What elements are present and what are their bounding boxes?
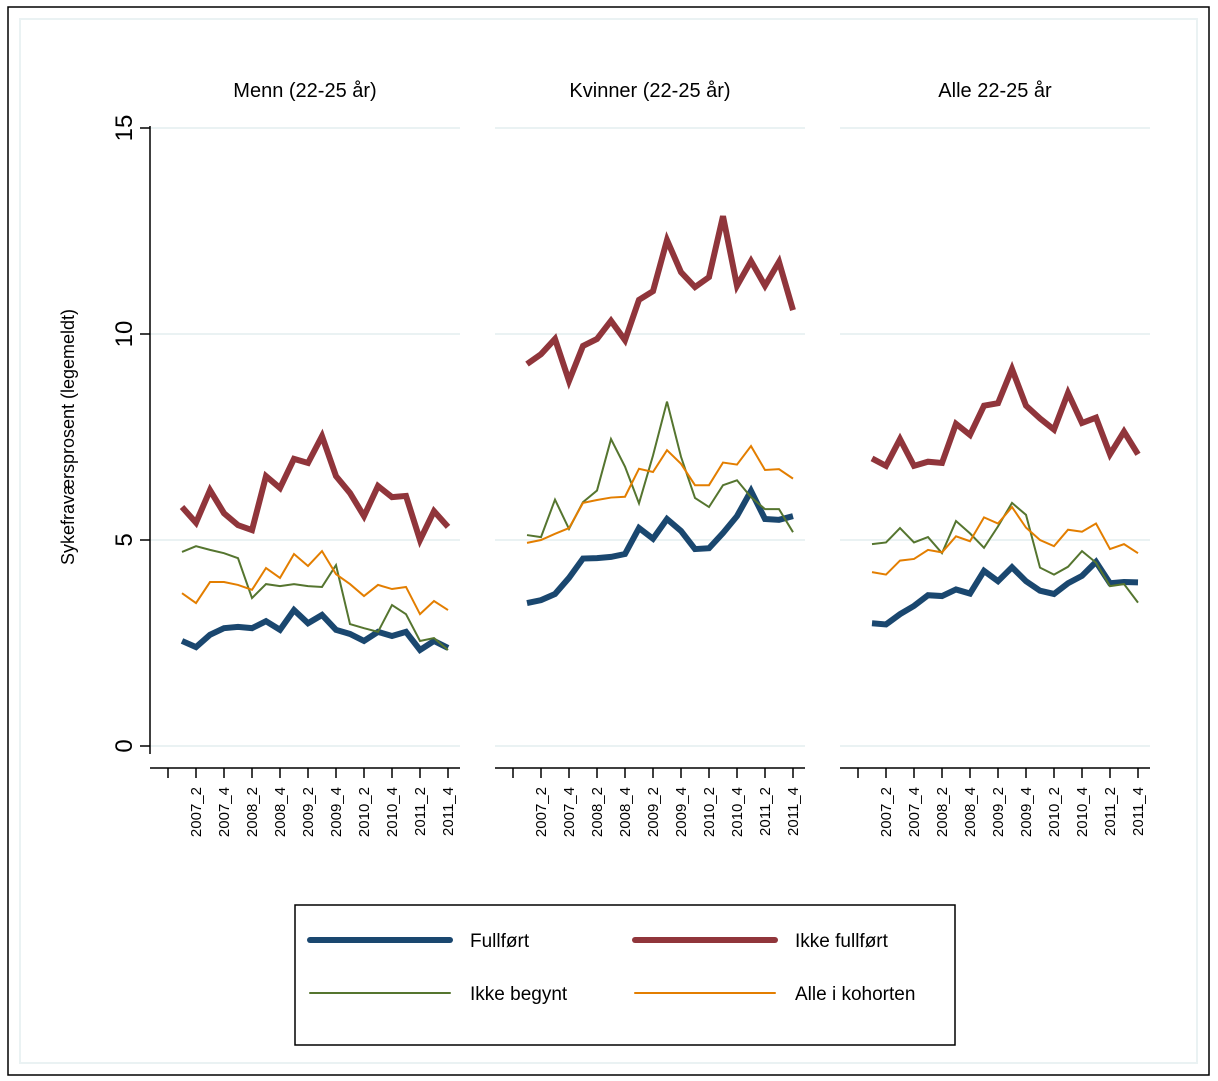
panel-title: Kvinner (22-25 år) (569, 80, 730, 102)
x-tick-label: 2011_4 (1130, 787, 1147, 836)
series-line (181, 545, 449, 651)
x-tick-label: 2008_4 (272, 787, 289, 837)
x-tick-label: 2010_2 (356, 787, 373, 837)
x-tick-label: 2008_4 (962, 787, 979, 837)
x-tick-label: 2007_4 (216, 787, 233, 837)
series-line (870, 360, 1141, 470)
legend-label: Alle i kohorten (795, 984, 915, 1005)
x-tick-label: 2009_4 (328, 787, 345, 837)
series-line (871, 557, 1139, 628)
x-tick-label: 2011_2 (757, 787, 774, 836)
y-tick-label: 10 (111, 321, 138, 348)
x-tick-label: 2010_2 (701, 787, 718, 837)
x-tick-label: 2007_4 (906, 787, 923, 837)
x-tick-label: 2011_4 (785, 787, 802, 836)
x-tick-label: 2009_2 (645, 787, 662, 837)
x-tick-label: 2011_2 (412, 787, 429, 836)
legend-label: Ikke begynt (470, 984, 568, 1005)
panel-title: Menn (22-25 år) (233, 80, 376, 102)
x-tick-label: 2010_2 (1046, 787, 1063, 837)
x-tick-label: 2010_4 (384, 787, 401, 837)
series-line (180, 605, 450, 655)
x-tick-label: 2009_4 (1018, 787, 1035, 837)
y-tick-label: 5 (111, 533, 138, 546)
x-tick-label: 2010_4 (1074, 787, 1091, 837)
series-line (181, 549, 449, 616)
series-line (871, 505, 1139, 576)
x-tick-label: 2008_2 (589, 787, 606, 837)
x-tick-label: 2011_2 (1102, 787, 1119, 836)
x-tick-label: 2011_4 (440, 787, 457, 836)
x-tick-label: 2009_2 (300, 787, 317, 837)
x-tick-label: 2009_4 (673, 787, 690, 837)
y-tick-label: 0 (111, 739, 138, 752)
legend-label: Fullført (470, 931, 530, 952)
x-tick-label: 2008_2 (934, 787, 951, 837)
x-tick-label: 2007_2 (533, 787, 550, 837)
x-tick-label: 2010_4 (729, 787, 746, 837)
x-tick-label: 2007_4 (561, 787, 578, 837)
x-tick-label: 2007_2 (878, 787, 895, 837)
legend-label: Ikke fullført (795, 931, 889, 952)
panel-title: Alle 22-25 år (938, 80, 1052, 102)
series-line (179, 428, 451, 549)
x-tick-label: 2009_2 (990, 787, 1007, 837)
x-tick-label: 2008_2 (244, 787, 261, 837)
y-tick-label: 15 (111, 115, 138, 142)
legend-box (294, 904, 956, 1046)
series-line (526, 444, 794, 544)
x-tick-label: 2007_2 (188, 787, 205, 837)
x-tick-label: 2008_4 (617, 787, 634, 837)
y-axis-label: Sykefraværsprosent (legemeldt) (58, 309, 78, 565)
series-line (525, 215, 796, 390)
